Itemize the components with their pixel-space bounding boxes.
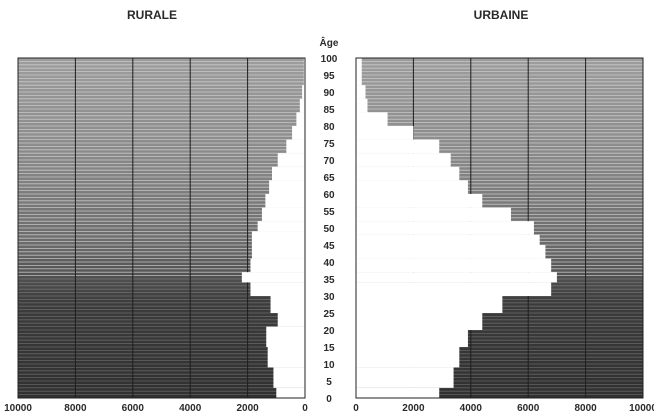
urban-bar-64-68 — [356, 166, 460, 181]
urban-bar-15-20 — [356, 330, 468, 347]
urban-x-tick-label: 10000 — [629, 403, 654, 413]
rural-bar-76-80 — [292, 126, 305, 140]
urban-x-tick-label: 2000 — [402, 403, 425, 413]
age-tick-label: 35 — [323, 275, 335, 286]
age-tick-label: 75 — [323, 139, 335, 150]
urban-x-tick-label: 0 — [353, 403, 359, 413]
urban-bar-72-76 — [356, 139, 440, 154]
rural-pyramid-panel — [17, 57, 306, 399]
urban-bar-84-88 — [356, 98, 368, 113]
rural-x-axis-ticks: 10000 8000 6000 4000 2000 0 — [4, 403, 308, 413]
age-axis-label: Âge — [320, 36, 339, 49]
age-tick-label: 80 — [323, 122, 335, 133]
rural-age-bands — [241, 58, 305, 398]
rural-plot-frame — [17, 57, 306, 399]
rural-bar-92-100 — [303, 58, 305, 86]
rural-bar-56-60 — [265, 194, 305, 208]
rural-bar-80-84 — [296, 112, 305, 126]
rural-bar-68-72 — [277, 153, 305, 167]
rural-x-tick-label: 8000 — [64, 403, 87, 413]
age-tick-label: 95 — [323, 71, 335, 82]
urban-bar-48-52 — [356, 221, 534, 235]
urban-bar-34-37 — [356, 272, 557, 283]
rural-bar-25-30 — [270, 296, 305, 313]
rural-chart-title: RURALE — [127, 8, 177, 22]
rural-bar-72-76 — [286, 139, 305, 154]
urban-pyramid-panel — [355, 57, 644, 399]
rural-x-tick-label: 2000 — [236, 403, 259, 413]
rural-bar-49-52 — [257, 221, 305, 232]
urban-bar-68-72 — [356, 153, 451, 167]
urban-plot-frame — [355, 57, 644, 399]
rural-bar-52-56 — [261, 207, 305, 222]
urban-x-tick-label: 4000 — [460, 403, 483, 413]
age-tick-label: 20 — [323, 326, 335, 337]
age-tick-label: 90 — [323, 88, 335, 99]
age-tick-label: 15 — [323, 343, 335, 354]
age-tick-label: 5 — [326, 377, 332, 388]
urban-bar-92-100 — [356, 58, 362, 86]
urban-bar-9-15 — [356, 347, 460, 368]
urban-age-bands — [356, 58, 557, 398]
age-tick-label: 30 — [323, 292, 335, 303]
age-tick-label: 25 — [323, 309, 335, 320]
age-tick-label: 100 — [321, 54, 338, 65]
rural-bar-30-34 — [250, 282, 305, 296]
urban-x-axis-ticks: 0 2000 4000 6000 8000 10000 — [353, 403, 654, 413]
urban-bar-88-92 — [356, 85, 366, 99]
urban-bar-30-34 — [356, 282, 552, 296]
urban-bar-37-41 — [356, 258, 552, 273]
urban-bar-56-60 — [356, 194, 483, 208]
age-tick-label: 55 — [323, 207, 335, 218]
rural-x-tick-label: 6000 — [122, 403, 145, 413]
urban-chart-title: URBAINE — [474, 8, 529, 22]
rural-bar-84-88 — [299, 98, 305, 113]
rural-bar-88-92 — [302, 85, 305, 99]
urban-bar-3-9 — [356, 367, 454, 388]
rural-bar-60-64 — [269, 180, 305, 194]
age-tick-label: 65 — [323, 173, 335, 184]
rural-x-tick-label: 4000 — [179, 403, 202, 413]
age-tick-label: 40 — [323, 258, 335, 269]
age-tick-label: 0 — [326, 394, 332, 405]
rural-bar-3-9 — [273, 367, 305, 388]
rural-bar-34-37 — [241, 272, 305, 283]
urban-bar-25-30 — [356, 296, 503, 313]
urban-bar-52-56 — [356, 207, 511, 222]
urban-bar-0-3 — [356, 387, 440, 398]
urban-bar-60-64 — [356, 180, 468, 194]
rural-x-tick-label: 0 — [302, 403, 308, 413]
age-tick-label: 45 — [323, 241, 335, 252]
urban-x-tick-label: 8000 — [574, 403, 597, 413]
age-tick-label: 70 — [323, 156, 335, 167]
age-tick-label: 85 — [323, 105, 335, 116]
age-tick-label: 10 — [323, 360, 335, 371]
rural-bar-21-25 — [277, 313, 305, 327]
age-tick-label: 50 — [323, 224, 335, 235]
age-axis-ticks: 0 5 10 15 20 25 30 35 40 45 50 55 60 65 70 75 80 85 90 95 10… — [321, 54, 338, 405]
rural-x-tick-label: 10000 — [4, 403, 32, 413]
rural-bar-37-41 — [250, 258, 305, 273]
urban-bar-20-25 — [356, 313, 483, 330]
rural-bar-9-15 — [267, 347, 305, 368]
urban-bar-45-48 — [356, 234, 540, 245]
age-tick-label: 60 — [323, 190, 335, 201]
urban-bar-76-80 — [356, 126, 414, 140]
urban-bar-41-45 — [356, 245, 546, 259]
rural-bar-15-21 — [266, 326, 305, 347]
rural-bar-0-3 — [276, 387, 305, 398]
rural-bar-64-68 — [271, 166, 305, 181]
rural-bar-41-49 — [251, 231, 305, 259]
urban-bar-80-84 — [356, 112, 388, 126]
urban-x-tick-label: 6000 — [517, 403, 540, 413]
